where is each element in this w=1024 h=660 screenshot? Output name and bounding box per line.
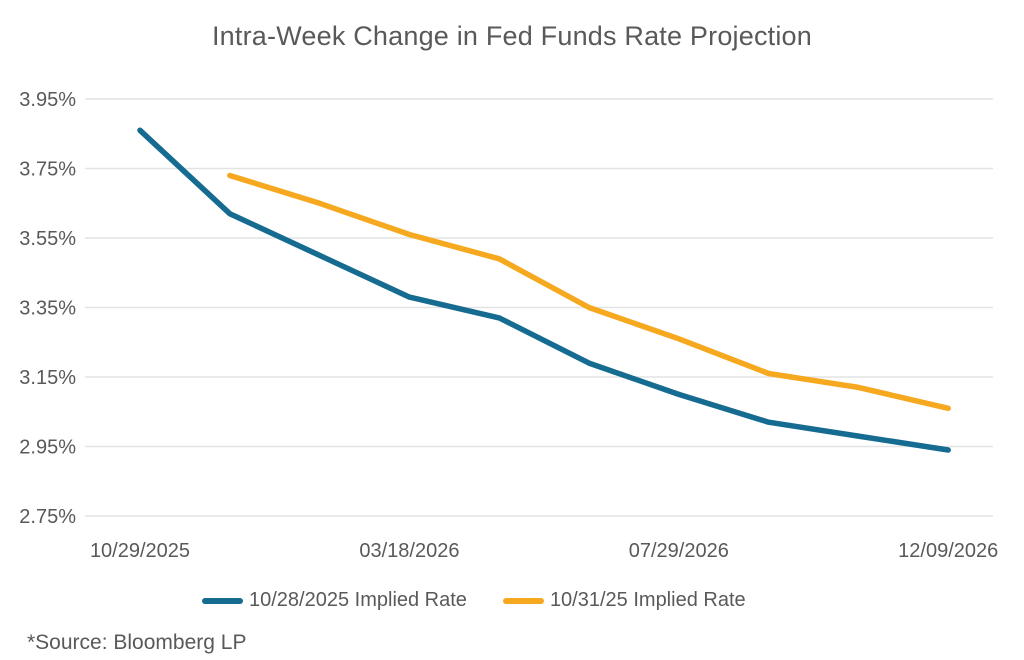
y-axis-tick-label: 2.75% — [19, 506, 76, 528]
series-2-legend-label: 10/31/25 Implied Rate — [549, 589, 746, 611]
y-axis-tick-label: 2.95% — [19, 437, 76, 459]
series-1-line-swatch — [202, 597, 243, 604]
source-note: *Source: Bloomberg LP — [27, 631, 247, 654]
y-axis-tick-label: 3.35% — [19, 298, 76, 320]
legend-item-series-1: 10/28/2025 Implied Rate — [202, 589, 467, 612]
chart-legend: 10/28/2025 Implied Rate 10/31/25 Implied… — [202, 589, 746, 612]
x-axis-tick-label: 03/18/2026 — [359, 540, 459, 562]
y-axis-tick-label: 3.75% — [19, 159, 76, 181]
y-axis-tick-label: 3.55% — [19, 228, 76, 250]
series-line-2 — [227, 172, 951, 412]
fed-funds-line-chart: 3.95% 3.75% 3.55% 3.35% 3.15% 2.95% 2.75% 10/29… — [19, 89, 998, 562]
x-axis-tick-label: 10/29/2025 — [90, 540, 190, 562]
series-2-line-swatch — [502, 597, 544, 604]
y-axis-tick-label: 3.95% — [19, 89, 76, 111]
x-axis-tick-label: 07/29/2026 — [629, 540, 729, 562]
series-line-1 — [137, 127, 951, 453]
series-1-legend-label: 10/28/2025 Implied Rate — [249, 589, 467, 611]
y-axis-tick-label: 3.15% — [19, 367, 76, 389]
legend-item-series-2: 10/31/25 Implied Rate — [502, 589, 746, 612]
chart-title: Intra-Week Change in Fed Funds Rate Proj… — [211, 21, 812, 51]
x-axis-tick-label: 12/09/2026 — [898, 540, 998, 562]
